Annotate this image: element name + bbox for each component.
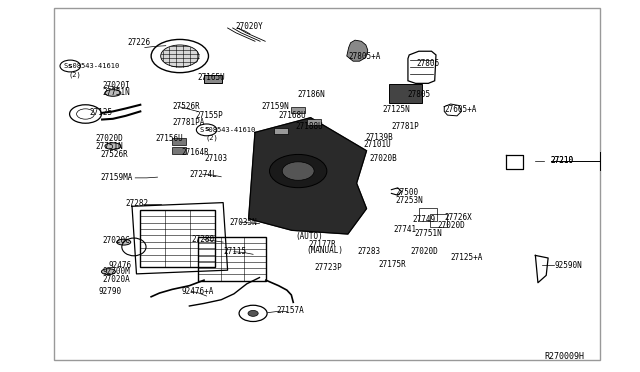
- Ellipse shape: [116, 239, 131, 245]
- Text: (AUTO): (AUTO): [296, 232, 324, 241]
- Text: 27805: 27805: [408, 90, 431, 99]
- Text: 27020A: 27020A: [102, 275, 130, 283]
- Polygon shape: [248, 118, 367, 234]
- Text: 27741: 27741: [394, 225, 417, 234]
- Bar: [291, 107, 305, 113]
- Text: 27177R: 27177R: [308, 240, 336, 249]
- Text: 27020Y: 27020Y: [236, 22, 264, 31]
- Bar: [274, 128, 288, 134]
- Text: 27125: 27125: [90, 108, 113, 118]
- Text: 27751N: 27751N: [102, 89, 130, 97]
- Text: 27726X: 27726X: [444, 213, 472, 222]
- Text: 92476: 92476: [108, 261, 132, 270]
- Text: 27280: 27280: [191, 235, 214, 244]
- Text: 27020I: 27020I: [102, 81, 130, 90]
- Text: 27283: 27283: [357, 247, 380, 256]
- Text: 27157A: 27157A: [276, 306, 305, 315]
- Circle shape: [60, 60, 81, 72]
- Circle shape: [161, 45, 199, 67]
- Polygon shape: [347, 40, 368, 61]
- Text: R270009H: R270009H: [544, 352, 584, 361]
- Text: 27781P: 27781P: [392, 122, 419, 131]
- Text: 27125+A: 27125+A: [451, 253, 483, 263]
- Text: 27125N: 27125N: [383, 105, 410, 114]
- Text: 27723P: 27723P: [315, 263, 342, 272]
- Text: 27159N: 27159N: [261, 102, 289, 111]
- Text: 27139B: 27139B: [366, 133, 394, 142]
- Text: 27020B: 27020B: [370, 154, 397, 163]
- Bar: [307, 119, 321, 125]
- Bar: [198, 237, 266, 280]
- Text: 27526R: 27526R: [100, 150, 128, 159]
- Ellipse shape: [105, 90, 121, 96]
- Text: 27274L: 27274L: [189, 170, 217, 179]
- Text: 27226: 27226: [127, 38, 150, 47]
- Text: 27164R: 27164R: [181, 148, 209, 157]
- Circle shape: [196, 124, 217, 136]
- Text: 27165U: 27165U: [198, 73, 225, 81]
- Bar: [172, 147, 186, 154]
- Text: (2): (2): [205, 134, 218, 141]
- Text: S 08543-41610: S 08543-41610: [64, 63, 119, 69]
- Text: 27175R: 27175R: [379, 260, 406, 269]
- Text: 27103: 27103: [204, 154, 227, 163]
- Bar: [204, 75, 222, 83]
- Text: 92476+A: 92476+A: [181, 287, 214, 296]
- Bar: [140, 210, 216, 267]
- Text: 27115: 27115: [223, 247, 246, 256]
- Text: 27156U: 27156U: [156, 134, 183, 143]
- Text: 27020C: 27020C: [102, 236, 130, 245]
- Circle shape: [248, 310, 258, 316]
- Text: 92790: 92790: [99, 287, 122, 296]
- Text: (MANUAL): (MANUAL): [306, 246, 343, 255]
- Text: 27805+A: 27805+A: [349, 52, 381, 61]
- Text: 27186N: 27186N: [298, 90, 326, 99]
- Text: S: S: [68, 64, 72, 68]
- Circle shape: [239, 305, 267, 321]
- Text: 27035N: 27035N: [230, 218, 257, 227]
- Text: 27605+A: 27605+A: [444, 105, 477, 114]
- Text: 92200M: 92200M: [102, 267, 130, 276]
- Text: 92590N: 92590N: [554, 261, 582, 270]
- Text: 27749: 27749: [412, 215, 436, 224]
- Text: S: S: [204, 127, 209, 132]
- Text: 27781PA: 27781PA: [172, 118, 205, 127]
- Ellipse shape: [105, 143, 121, 150]
- Text: 27210: 27210: [550, 156, 574, 166]
- Text: 27210: 27210: [550, 156, 574, 166]
- Text: (2): (2): [68, 71, 81, 78]
- Text: 27188U: 27188U: [296, 122, 324, 131]
- Bar: [429, 214, 447, 227]
- Text: 27751N: 27751N: [414, 229, 442, 238]
- Text: 27282: 27282: [125, 199, 148, 208]
- Text: 27751N: 27751N: [96, 142, 124, 151]
- Text: 27101U: 27101U: [364, 140, 391, 149]
- Text: 27806: 27806: [417, 59, 440, 68]
- Text: 27020D: 27020D: [410, 247, 438, 256]
- Bar: [54, 8, 600, 360]
- Text: S 08543-41610: S 08543-41610: [200, 127, 255, 133]
- Ellipse shape: [101, 269, 115, 275]
- Text: 27155P: 27155P: [196, 110, 223, 120]
- Text: 27020D: 27020D: [438, 221, 466, 230]
- Text: 27020D: 27020D: [96, 134, 124, 143]
- Text: 27500: 27500: [395, 188, 419, 197]
- Bar: [389, 84, 422, 103]
- Text: 27253N: 27253N: [395, 196, 423, 205]
- Text: 27526R: 27526R: [172, 102, 200, 111]
- Bar: [419, 208, 436, 221]
- Circle shape: [269, 154, 327, 187]
- Circle shape: [282, 162, 314, 180]
- Text: 27159MA: 27159MA: [100, 173, 132, 182]
- Bar: [172, 138, 186, 145]
- Text: 27168U: 27168U: [278, 110, 307, 120]
